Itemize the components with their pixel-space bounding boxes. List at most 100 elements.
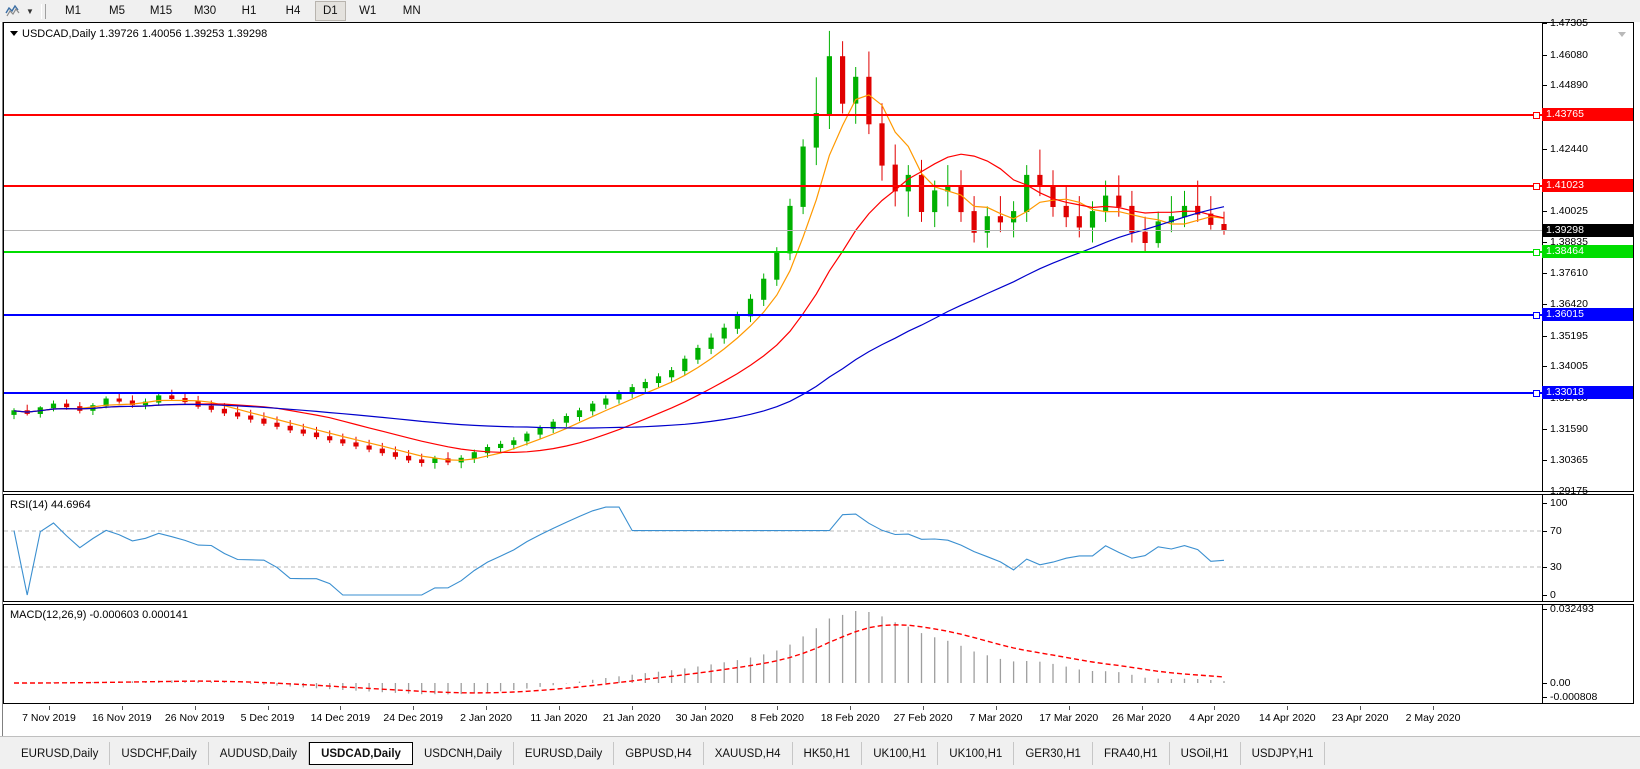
- price-tick-label: 1.30365: [1550, 454, 1588, 467]
- date-tick-label: 26 Nov 2019: [164, 712, 225, 724]
- timeframe-m15[interactable]: M15: [149, 5, 173, 17]
- support-line-green[interactable]: [4, 251, 1542, 254]
- date-tick-label: 18 Feb 2020: [820, 712, 880, 724]
- pane-left-bevel: [0, 22, 3, 736]
- price-tick-label: 1.34005: [1550, 360, 1588, 373]
- chart-tab-usdchf-daily[interactable]: USDCHF,Daily: [110, 742, 209, 765]
- chart-frame: USDCAD,Daily 1.39726 1.40056 1.39253 1.3…: [0, 18, 1640, 736]
- price-tick-label: 1.42440: [1550, 142, 1588, 155]
- support-line-blue-2[interactable]: [4, 391, 1542, 394]
- price-tick-label: 1.47305: [1550, 17, 1588, 29]
- macd-pane[interactable]: MACD(12,26,9) -0.000603 0.000141 0.03249…: [3, 604, 1634, 704]
- price-tick: [1543, 273, 1547, 275]
- price-tick: [1543, 148, 1547, 150]
- support-line-blue-1-price-tag[interactable]: 1.36015: [1542, 308, 1633, 322]
- templates-icon[interactable]: [3, 2, 23, 20]
- timeframe-mn[interactable]: MN: [402, 5, 421, 17]
- chart-tab-bar: EURUSD,Daily USDCHF,Daily AUDUSD,Daily USDC…: [0, 736, 1640, 769]
- date-tick: [558, 706, 560, 710]
- toolbar-grip[interactable]: [41, 3, 46, 19]
- date-tick: [777, 706, 779, 710]
- price-plot-area[interactable]: [4, 23, 1542, 491]
- chart-tab-xauusd-h4[interactable]: XAUUSD,H4: [704, 742, 793, 765]
- chart-tab-usdcnh-daily[interactable]: USDCNH,Daily: [413, 742, 514, 765]
- support-line-green-price-tag[interactable]: 1.38464: [1542, 245, 1633, 259]
- date-tick-label: 11 Jan 2020: [530, 712, 588, 724]
- chart-tab-fra40-h1[interactable]: FRA40,H1: [1093, 742, 1170, 765]
- templates-dropdown-caret-icon[interactable]: ▼: [26, 6, 34, 16]
- support-line-green-anchor[interactable]: [1533, 249, 1540, 257]
- date-tick: [1433, 706, 1434, 710]
- price-tick: [1543, 241, 1547, 243]
- date-tick: [413, 706, 415, 710]
- price-tick: [1543, 85, 1547, 87]
- timeframe-m5[interactable]: M5: [109, 5, 125, 17]
- support-line-blue-1-anchor[interactable]: [1533, 312, 1540, 320]
- date-axis[interactable]: 7 Nov 2019 16 Nov 2019 26 Nov 2019 5 Dec 20…: [3, 706, 1634, 732]
- price-pane[interactable]: USDCAD,Daily 1.39726 1.40056 1.39253 1.3…: [3, 18, 1634, 496]
- rsi-plot-area[interactable]: [4, 495, 1542, 601]
- resistance-line-1-anchor[interactable]: [1533, 112, 1540, 120]
- chart-tab-eurusd-daily[interactable]: EURUSD,Daily: [514, 742, 615, 765]
- macd-tick: [1543, 697, 1547, 698]
- timeframe-h4[interactable]: H4: [285, 5, 301, 17]
- date-tick: [1287, 706, 1289, 710]
- chart-tab-eurusd-daily[interactable]: EURUSD,Daily: [10, 742, 111, 765]
- macd-series: [14, 611, 1225, 695]
- resistance-line-1-price-tag[interactable]: 1.43765: [1542, 108, 1633, 122]
- macd-tick: [1543, 609, 1547, 610]
- macd-tick-label: -0.000808: [1550, 691, 1598, 703]
- macd-axis[interactable]: 0.032493 0.00 -0.000808: [1542, 603, 1633, 703]
- rsi-tick: [1543, 567, 1547, 568]
- resistance-line-2[interactable]: [4, 185, 1542, 188]
- current-price-line-price-tag[interactable]: 1.39298: [1542, 223, 1633, 237]
- support-line-blue-1[interactable]: [4, 314, 1542, 317]
- date-tick-label: 7 Mar 2020: [969, 712, 1023, 724]
- rsi-tick-label: 100: [1550, 497, 1568, 509]
- resistance-line-1[interactable]: [4, 114, 1542, 117]
- timeframe-m1[interactable]: M1: [65, 5, 81, 17]
- chart-tab-ger30-h1[interactable]: GER30,H1: [1014, 742, 1093, 765]
- price-tick-label: 1.46080: [1550, 48, 1588, 61]
- macd-plot-area[interactable]: [4, 605, 1542, 703]
- rsi-tick-label: 0: [1550, 589, 1556, 601]
- price-tick-label: 1.38835: [1550, 235, 1588, 248]
- chart-tab-usoil-h1[interactable]: USOil,H1: [1170, 742, 1241, 765]
- pane-collapse-triangle-icon[interactable]: [10, 31, 18, 36]
- date-tick-label: 4 Apr 2020: [1189, 712, 1240, 724]
- resistance-line-2-price-tag[interactable]: 1.41023: [1542, 179, 1633, 193]
- chart-tab-uk100-h1[interactable]: UK100,H1: [938, 742, 1015, 765]
- macd-title: MACD(12,26,9) -0.000603 0.000141: [10, 609, 188, 621]
- date-tick-label: 7 Nov 2019: [22, 712, 76, 724]
- resistance-line-2-anchor[interactable]: [1533, 183, 1540, 191]
- rsi-pane[interactable]: RSI(14) 44.6964 100 70 30 0: [3, 494, 1634, 602]
- chart-tab-usdjpy-h1[interactable]: USDJPY,H1: [1241, 742, 1326, 765]
- chart-tab-audusd-daily[interactable]: AUDUSD,Daily: [209, 742, 310, 765]
- timeframe-h1[interactable]: H1: [241, 5, 257, 17]
- price-tick: [1543, 366, 1547, 368]
- support-line-blue-2-price-tag[interactable]: 1.33018: [1542, 385, 1633, 399]
- price-tick: [1543, 23, 1547, 24]
- rsi-tick-label: 70: [1550, 525, 1562, 537]
- chart-tab-gbpusd-h4[interactable]: GBPUSD,H4: [614, 742, 704, 765]
- timeframe-w1[interactable]: W1: [359, 5, 377, 17]
- timeframe-m30[interactable]: M30: [193, 5, 217, 17]
- price-tick: [1543, 428, 1547, 430]
- timeframe-d1[interactable]: D1: [315, 1, 346, 21]
- date-tick: [923, 706, 925, 710]
- date-tick: [1360, 706, 1362, 710]
- macd-tick-label: 0.032493: [1550, 603, 1594, 615]
- chart-tab-usdcad-daily[interactable]: USDCAD,Daily: [309, 742, 413, 765]
- date-tick: [995, 706, 997, 710]
- date-tick-label: 5 Dec 2019: [240, 712, 295, 724]
- date-tick: [1214, 706, 1216, 710]
- support-line-blue-2-anchor[interactable]: [1533, 389, 1540, 397]
- rsi-axis[interactable]: 100 70 30 0: [1542, 495, 1633, 601]
- price-tick: [1543, 491, 1547, 492]
- candlestick-series: [11, 30, 1227, 469]
- chart-tab-hk50-h1[interactable]: HK50,H1: [793, 742, 863, 765]
- date-tick-label: 17 Mar 2020: [1039, 712, 1099, 724]
- current-price-line[interactable]: [4, 229, 1542, 231]
- chart-tab-uk100-h1[interactable]: UK100,H1: [862, 742, 939, 765]
